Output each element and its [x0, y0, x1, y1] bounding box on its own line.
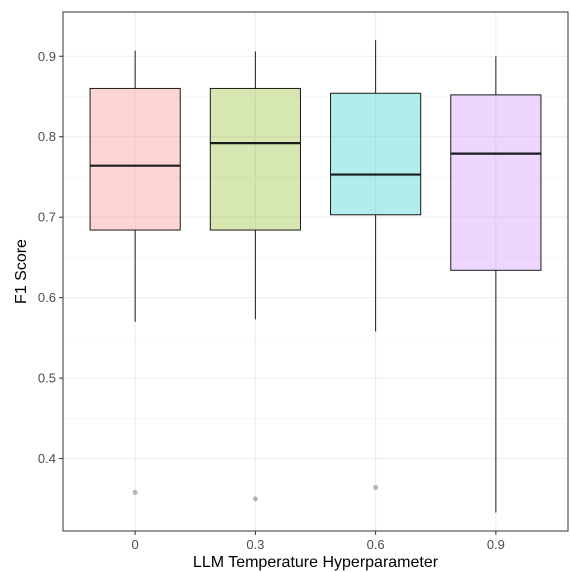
y-tick-label: 0.6: [38, 290, 56, 305]
box-0: [89, 50, 181, 495]
y-tick-label: 0.7: [38, 210, 56, 225]
box-0.3: [209, 51, 301, 502]
x-tick-label: 0.3: [246, 537, 264, 552]
panel-background: [63, 12, 568, 531]
box-body: [450, 94, 542, 271]
axis-ticks: 0.4 0.5 0.6 0.7 0.8 0.9 0 0.3 0.6 0.9: [38, 49, 505, 552]
panel-border: [62, 11, 569, 532]
outlier-point: [373, 485, 379, 491]
y-tick-label: 0.4: [38, 451, 56, 466]
box-body: [209, 87, 301, 231]
box-body: [89, 87, 181, 231]
x-tick-label: 0: [132, 537, 139, 552]
y-tick-label: 0.9: [38, 49, 56, 64]
box-0.9: [450, 56, 542, 513]
box-body: [330, 92, 422, 216]
outlier-point: [252, 496, 258, 502]
x-tick-label: 0.6: [367, 537, 385, 552]
box-0.6: [330, 40, 422, 491]
y-axis-title: F1 Score: [13, 239, 30, 304]
y-tick-label: 0.5: [38, 371, 56, 386]
x-axis-title: LLM Temperature Hyperparameter: [193, 554, 439, 571]
outlier-point: [132, 489, 138, 495]
box-plot-marks: [89, 40, 542, 513]
y-tick-label: 0.8: [38, 129, 56, 144]
x-tick-label: 0.9: [487, 537, 505, 552]
